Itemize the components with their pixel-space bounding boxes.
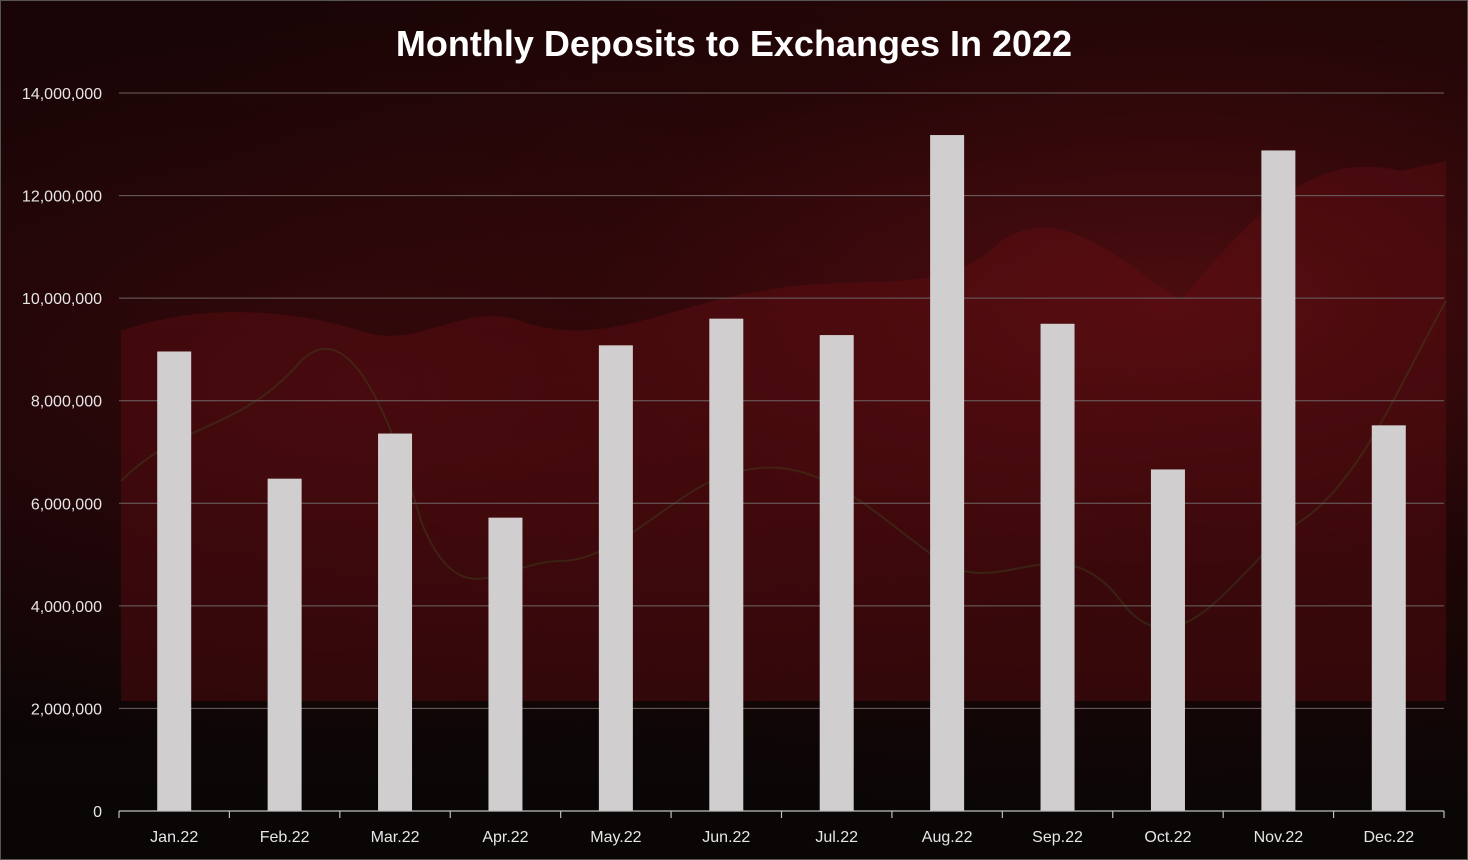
y-tick-label: 8,000,000 [31,394,102,411]
chart-title: Monthly Deposits to Exchanges In 2022 [395,23,1073,64]
y-tick-label: 10,000,000 [22,291,102,308]
x-tick-label: Apr.22 [482,829,528,846]
x-tick-label: Mar.22 [371,829,420,846]
x-tick-label: Dec.22 [1363,829,1414,846]
x-tick-label: Sep.22 [1032,829,1083,846]
bar-sep-22 [1040,323,1075,811]
bar-oct-22 [1150,469,1185,811]
axes [118,810,1445,818]
y-tick-label: 2,000,000 [31,701,102,718]
y-tick-label: 12,000,000 [22,189,102,206]
bar-aug-22 [930,135,965,811]
bar-apr-22 [488,517,523,811]
y-tick-label: 4,000,000 [31,599,102,616]
y-tick-labels: 0 2,000,000 4,000,000 6,000,000 8,000,000 10,… [22,86,102,821]
y-tick-label: 14,000,000 [22,86,102,103]
bar-jan-22 [157,351,192,811]
gridlines [119,92,1444,709]
bar-nov-22 [1261,150,1296,811]
x-tick-label: Aug.22 [922,829,973,846]
bar-may-22 [598,345,633,811]
x-tick-label: Feb.22 [260,829,310,846]
y-tick-label: 0 [93,804,102,821]
x-tick-label: Nov.22 [1254,829,1304,846]
x-tick-label: Oct.22 [1144,829,1191,846]
bar-jul-22 [819,335,854,811]
x-tick-label: Jul.22 [815,829,858,846]
x-tick-label: Jan.22 [150,829,198,846]
background-decoration [120,161,1447,701]
x-tick-label: Jun.22 [702,829,750,846]
bars [157,135,1406,811]
x-tick-label: May.22 [590,829,641,846]
bar-dec-22 [1371,425,1406,811]
y-tick-label: 6,000,000 [31,496,102,513]
bar-feb-22 [267,478,302,811]
bar-mar-22 [378,433,413,811]
bar-jun-22 [709,318,744,811]
x-tick-labels: Jan.22 Feb.22 Mar.22 Apr.22 May.22 Jun.22 Jul.… [150,829,1414,846]
